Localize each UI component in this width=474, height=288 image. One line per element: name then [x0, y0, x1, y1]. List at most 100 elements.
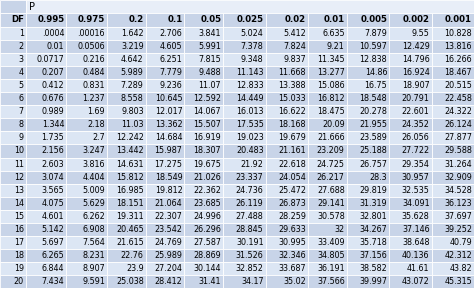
Text: 34.805: 34.805: [317, 251, 345, 260]
Bar: [0, 13, 26, 27]
Text: 27.877: 27.877: [444, 133, 472, 143]
Bar: [146, 236, 184, 249]
Text: 26.757: 26.757: [359, 160, 387, 168]
Text: 0.412: 0.412: [42, 81, 64, 90]
Text: 19.023: 19.023: [236, 133, 264, 143]
Text: 32.346: 32.346: [278, 251, 306, 260]
Text: 18.307: 18.307: [193, 147, 221, 156]
Text: 5: 5: [18, 81, 24, 90]
Bar: [66, 249, 107, 262]
Bar: [26, 40, 66, 53]
Bar: [146, 223, 184, 236]
Text: 12.429: 12.429: [401, 42, 429, 51]
Text: 16.013: 16.013: [236, 107, 264, 116]
Bar: [308, 158, 347, 170]
Bar: [308, 197, 347, 210]
Bar: [265, 53, 308, 66]
Bar: [26, 118, 66, 131]
Bar: [389, 53, 432, 66]
Bar: [347, 145, 389, 158]
Text: 4.605: 4.605: [160, 42, 182, 51]
Text: 0.216: 0.216: [82, 55, 105, 64]
Bar: [146, 40, 184, 53]
Bar: [308, 210, 347, 223]
Bar: [107, 236, 146, 249]
Bar: [432, 197, 474, 210]
Bar: [146, 158, 184, 170]
Text: 3.219: 3.219: [121, 42, 144, 51]
Text: P: P: [29, 1, 35, 12]
Bar: [265, 92, 308, 105]
Text: 41.61: 41.61: [407, 264, 429, 273]
Bar: [308, 53, 347, 66]
Bar: [146, 145, 184, 158]
Text: 9.803: 9.803: [121, 107, 144, 116]
Text: .00016: .00016: [77, 29, 105, 38]
Bar: [389, 79, 432, 92]
Text: 13.816: 13.816: [445, 42, 472, 51]
Text: 20.278: 20.278: [359, 107, 387, 116]
Text: 13.362: 13.362: [155, 120, 182, 129]
Text: 12.838: 12.838: [360, 55, 387, 64]
Text: 19.812: 19.812: [155, 186, 182, 195]
Text: 13.442: 13.442: [116, 147, 144, 156]
Text: 21.026: 21.026: [193, 173, 221, 181]
Text: 7: 7: [18, 107, 24, 116]
Text: 15.812: 15.812: [116, 173, 144, 181]
Text: 7.824: 7.824: [283, 42, 306, 51]
Bar: [66, 105, 107, 118]
Text: 13.277: 13.277: [317, 68, 345, 77]
Text: 40.136: 40.136: [402, 251, 429, 260]
Bar: [146, 197, 184, 210]
Bar: [389, 40, 432, 53]
Text: 36.123: 36.123: [444, 199, 472, 208]
Bar: [308, 249, 347, 262]
Text: 6.635: 6.635: [322, 29, 345, 38]
Bar: [0, 249, 26, 262]
Bar: [265, 170, 308, 184]
Bar: [66, 197, 107, 210]
Bar: [107, 79, 146, 92]
Bar: [308, 79, 347, 92]
Text: 35.02: 35.02: [283, 277, 306, 286]
Bar: [223, 53, 265, 66]
Text: 11.07: 11.07: [199, 81, 221, 90]
Bar: [223, 40, 265, 53]
Text: 0.002: 0.002: [402, 16, 429, 24]
Text: 6.265: 6.265: [42, 251, 64, 260]
Text: 2.706: 2.706: [160, 29, 182, 38]
Bar: [0, 118, 26, 131]
Text: 0.207: 0.207: [42, 68, 64, 77]
Text: 15: 15: [14, 212, 24, 221]
Text: 0.2: 0.2: [128, 16, 144, 24]
Text: 21.666: 21.666: [317, 133, 345, 143]
Bar: [347, 27, 389, 40]
Text: 27.722: 27.722: [401, 147, 429, 156]
Bar: [265, 249, 308, 262]
Text: 23.542: 23.542: [155, 225, 182, 234]
Text: 32.909: 32.909: [444, 173, 472, 181]
Text: 6.262: 6.262: [82, 212, 105, 221]
Bar: [432, 66, 474, 79]
Text: 0.01: 0.01: [47, 42, 64, 51]
Text: 16.812: 16.812: [317, 94, 345, 103]
Bar: [184, 249, 223, 262]
Text: 30.995: 30.995: [278, 238, 306, 247]
Text: 3.841: 3.841: [199, 29, 221, 38]
Text: 17: 17: [14, 238, 24, 247]
Text: 0.676: 0.676: [42, 94, 64, 103]
Bar: [26, 275, 66, 288]
Bar: [432, 184, 474, 197]
Bar: [107, 275, 146, 288]
Bar: [265, 236, 308, 249]
Bar: [265, 131, 308, 145]
Bar: [66, 158, 107, 170]
Text: 5.142: 5.142: [42, 225, 64, 234]
Text: 8.231: 8.231: [82, 251, 105, 260]
Bar: [26, 131, 66, 145]
Bar: [308, 13, 347, 27]
Text: 12.017: 12.017: [155, 107, 182, 116]
Text: 2.156: 2.156: [42, 147, 64, 156]
Bar: [347, 184, 389, 197]
Bar: [184, 92, 223, 105]
